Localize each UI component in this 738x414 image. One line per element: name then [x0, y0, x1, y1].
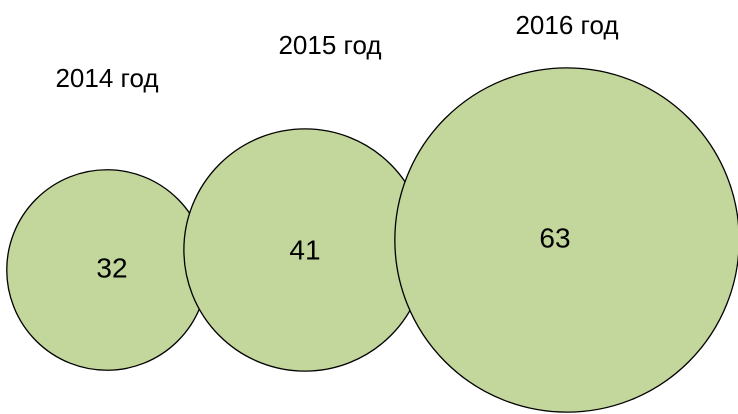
value-label: 32	[96, 252, 127, 283]
value-label: 41	[289, 234, 320, 265]
value-label: 63	[539, 222, 570, 253]
category-label: 2014 год	[55, 63, 158, 93]
category-label: 2016 год	[515, 10, 618, 40]
bubble	[394, 67, 738, 413]
category-label: 2015 год	[278, 30, 381, 60]
